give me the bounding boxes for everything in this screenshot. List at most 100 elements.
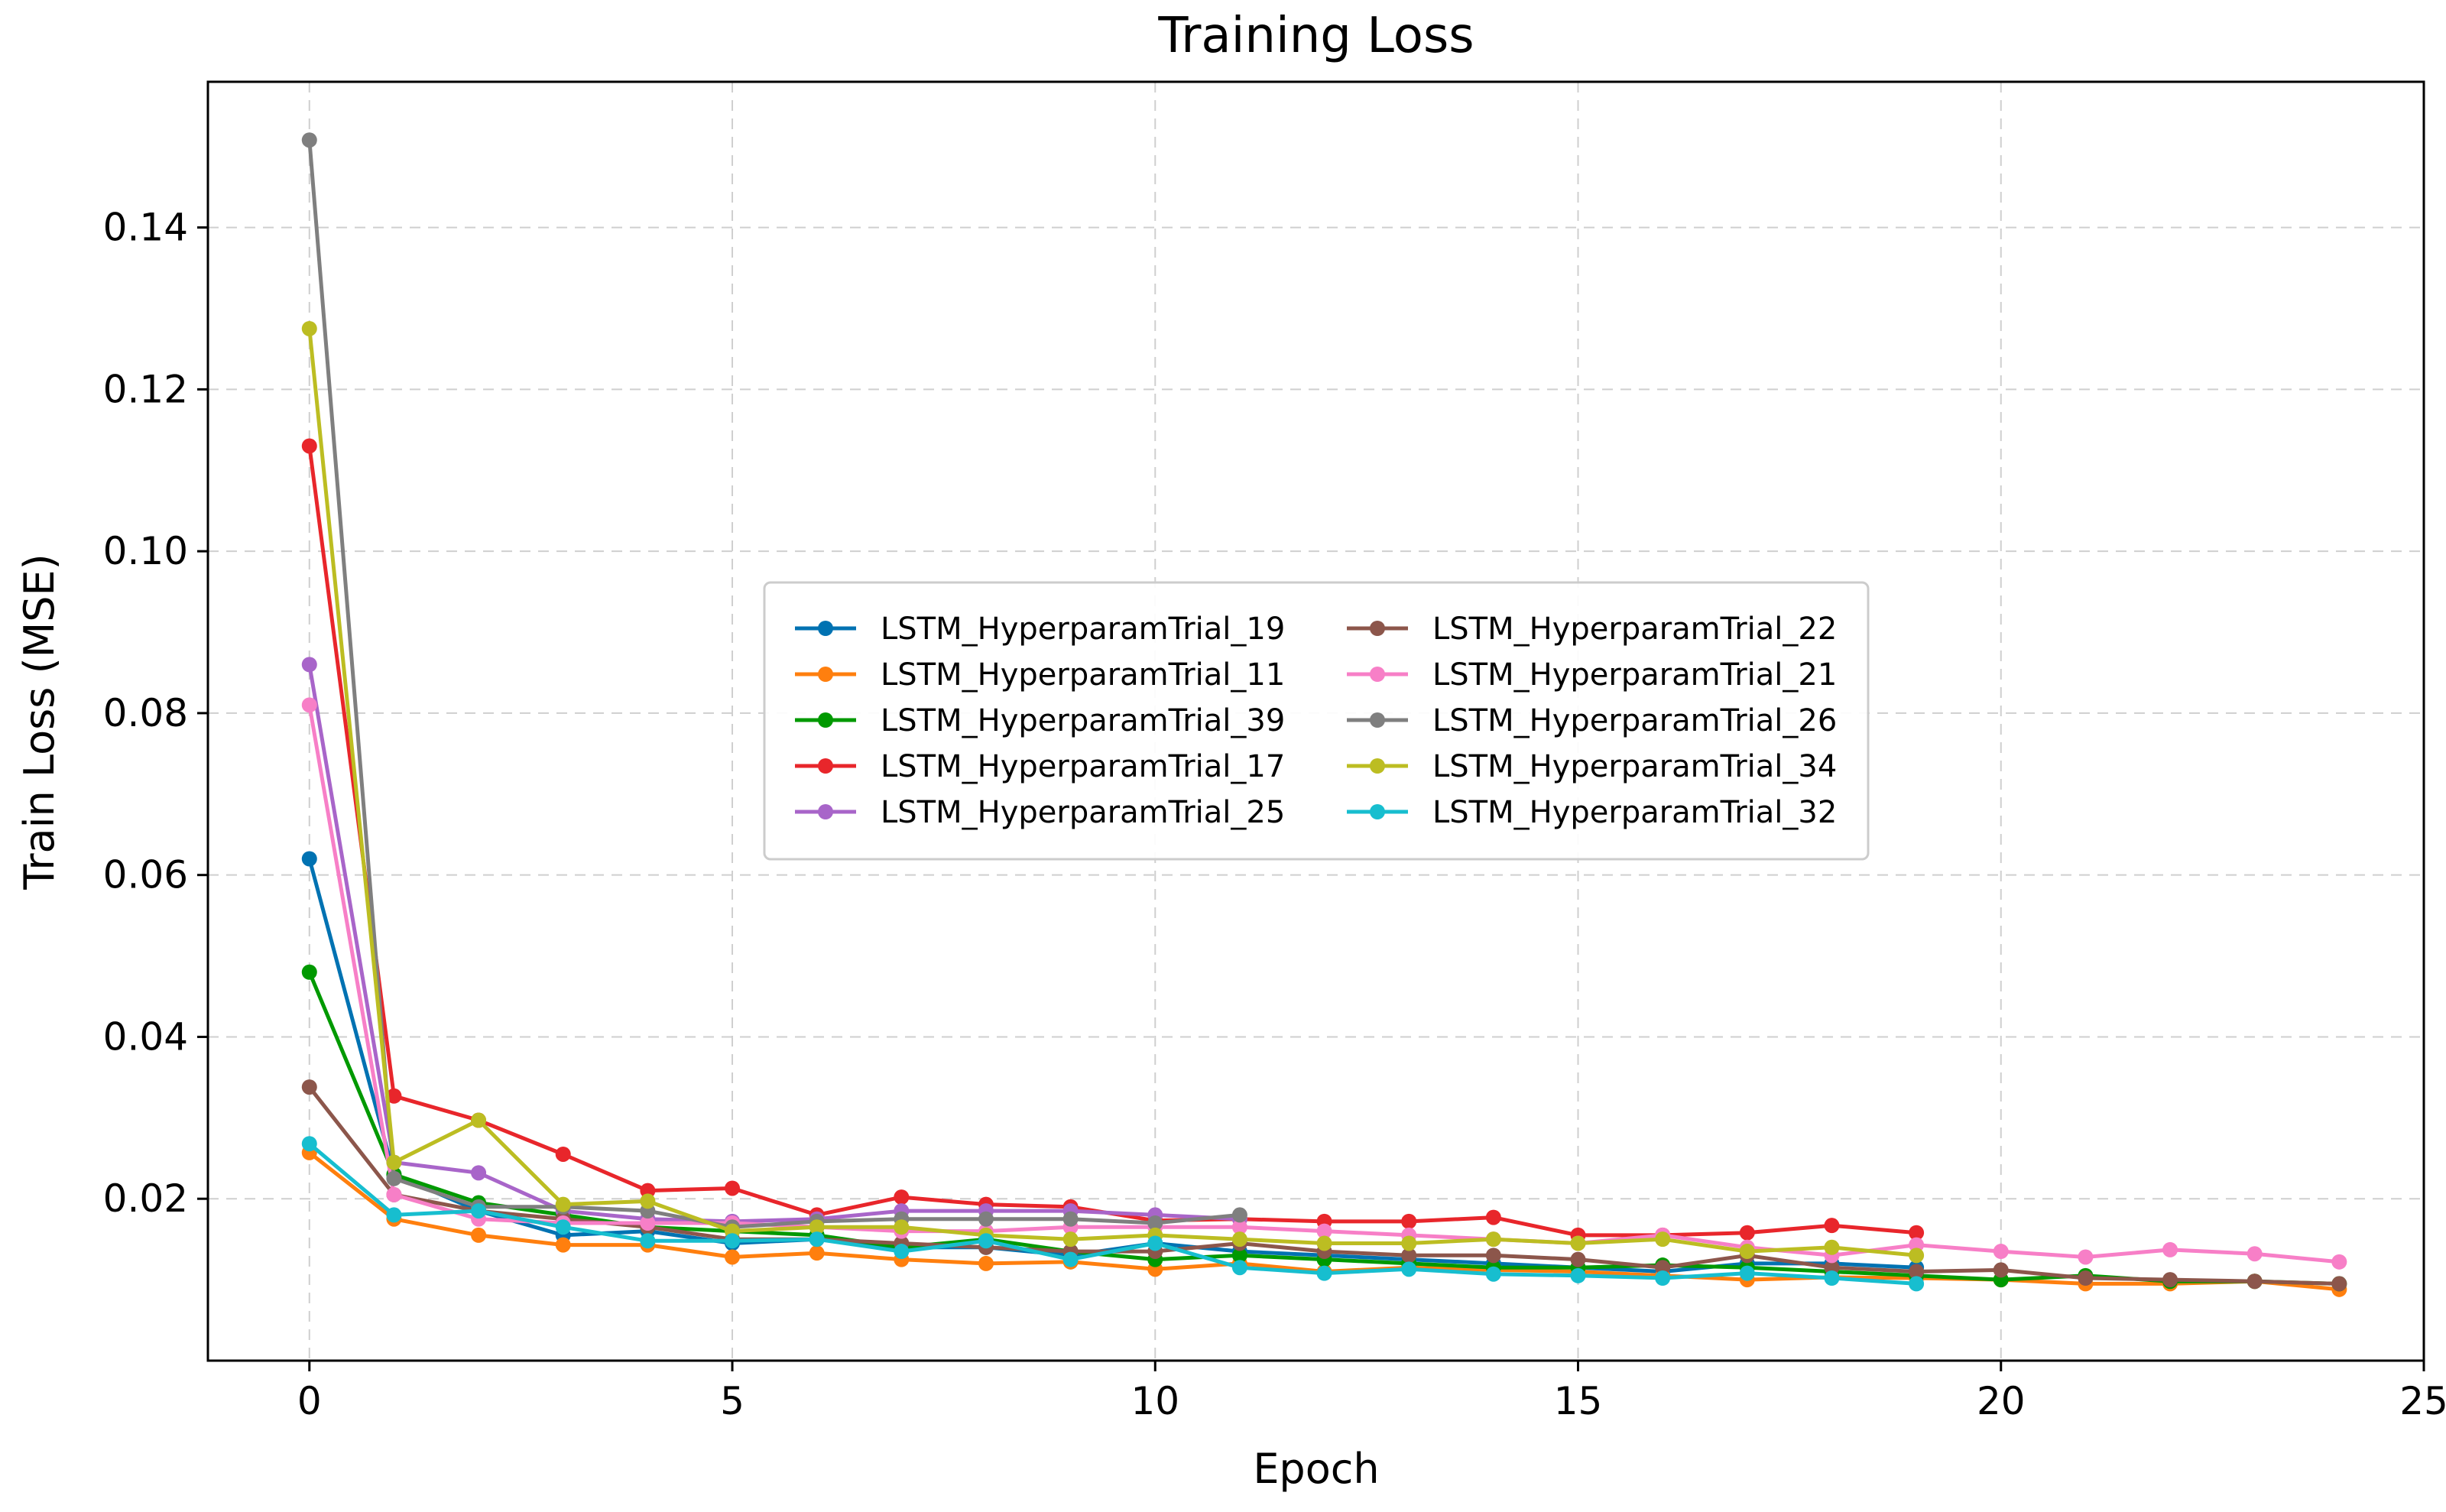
- series-line: [307, 139, 1241, 1229]
- data-point: [386, 1088, 402, 1104]
- data-point: [809, 1219, 825, 1235]
- legend-swatch-marker: [1370, 758, 1385, 774]
- data-point: [386, 1154, 402, 1170]
- data-point: [555, 1146, 571, 1162]
- data-point: [1485, 1248, 1501, 1264]
- data-point: [1655, 1260, 1671, 1276]
- data-point: [1824, 1260, 1840, 1276]
- legend-swatch-marker: [818, 621, 833, 636]
- legend-entry: LSTM_HyperparamTrial_26: [1347, 703, 1837, 738]
- data-point: [471, 1203, 487, 1219]
- data-point: [301, 657, 317, 673]
- y-tick-label: 0.02: [103, 1176, 188, 1221]
- x-axis-label: Epoch: [1253, 1445, 1379, 1493]
- y-tick-label: 0.12: [103, 367, 188, 411]
- series-line: [307, 328, 1917, 1257]
- data-point: [2331, 1276, 2347, 1292]
- data-point: [1570, 1251, 1586, 1267]
- data-point: [894, 1244, 910, 1260]
- chart-title: Training Loss: [1157, 8, 1474, 64]
- legend-entry: LSTM_HyperparamTrial_39: [795, 703, 1285, 738]
- data-point: [2162, 1241, 2178, 1257]
- data-point: [1485, 1266, 1501, 1282]
- legend: LSTM_HyperparamTrial_19 LSTM_HyperparamTr…: [763, 581, 1870, 861]
- legend-swatch-marker: [1370, 712, 1385, 728]
- data-point: [1485, 1231, 1501, 1248]
- data-point: [555, 1196, 571, 1212]
- data-point: [1401, 1248, 1417, 1264]
- x-tick-label: 20: [1977, 1379, 2026, 1423]
- legend-swatch-marker: [1370, 667, 1385, 682]
- data-point: [640, 1233, 656, 1249]
- legend-entry: LSTM_HyperparamTrial_11: [795, 657, 1285, 693]
- data-point: [1316, 1223, 1332, 1239]
- data-point: [1062, 1251, 1079, 1267]
- data-point: [471, 1165, 487, 1181]
- series-line: [307, 858, 1917, 1274]
- x-tick-label: 15: [1554, 1379, 1603, 1423]
- data-point: [1655, 1270, 1671, 1286]
- legend-label: LSTM_HyperparamTrial_32: [1432, 795, 1837, 830]
- legend-label: LSTM_HyperparamTrial_17: [881, 749, 1285, 784]
- data-point: [386, 1170, 402, 1186]
- data-point: [1909, 1225, 1925, 1241]
- data-point: [301, 132, 317, 148]
- legend-entry: LSTM_HyperparamTrial_19: [795, 612, 1285, 647]
- data-point: [1147, 1235, 1163, 1251]
- y-axis-label: Train Loss (MSE): [15, 553, 63, 890]
- legend-swatch-marker: [818, 804, 833, 819]
- data-point: [1231, 1231, 1247, 1248]
- data-point: [640, 1215, 656, 1231]
- data-point: [1739, 1265, 1755, 1281]
- y-tick-label: 0.10: [103, 529, 188, 573]
- data-point: [555, 1219, 571, 1235]
- data-point: [2331, 1254, 2347, 1270]
- data-point: [471, 1112, 487, 1128]
- data-point: [1909, 1248, 1925, 1264]
- legend-label: LSTM_HyperparamTrial_11: [881, 657, 1285, 693]
- data-point: [1739, 1225, 1755, 1241]
- x-tick-label: 0: [297, 1379, 322, 1423]
- data-point: [978, 1255, 994, 1271]
- legend-label: LSTM_HyperparamTrial_26: [1432, 703, 1837, 738]
- legend-entry: LSTM_HyperparamTrial_21: [1347, 657, 1837, 693]
- data-point: [2162, 1272, 2178, 1288]
- data-point: [725, 1233, 741, 1249]
- data-point: [640, 1193, 656, 1209]
- data-point: [1231, 1248, 1247, 1264]
- data-point: [1909, 1264, 1925, 1280]
- data-point: [301, 438, 317, 454]
- data-point: [894, 1189, 910, 1205]
- data-point: [1824, 1270, 1840, 1286]
- series-LSTM_HyperparamTrial_34: [301, 320, 1925, 1264]
- data-point: [1062, 1211, 1079, 1227]
- y-tick-label: 0.08: [103, 691, 188, 735]
- data-point: [1909, 1237, 1925, 1253]
- data-point: [978, 1233, 994, 1249]
- axes-ticks: 0 5 10 15 20 25 0.02 0.04 0.06 0.08 0.10 0.12 0.14: [103, 206, 2446, 1423]
- data-point: [301, 851, 317, 867]
- series-line: [307, 664, 1241, 1224]
- data-point: [1231, 1219, 1247, 1235]
- legend-swatch-marker: [818, 667, 833, 682]
- series-LSTM_HyperparamTrial_32: [301, 1136, 1925, 1292]
- series-layer: [301, 132, 2347, 1297]
- legend-swatch-marker: [818, 712, 833, 728]
- data-point: [1824, 1239, 1840, 1255]
- data-point: [1993, 1262, 2009, 1278]
- legend-label: LSTM_HyperparamTrial_34: [1432, 749, 1837, 784]
- legend-swatch-marker: [1370, 621, 1385, 636]
- data-point: [809, 1245, 825, 1261]
- legend-label: LSTM_HyperparamTrial_21: [1432, 657, 1837, 693]
- x-tick-label: 10: [1131, 1379, 1179, 1423]
- data-point: [555, 1237, 571, 1253]
- legend-swatch-marker: [1370, 804, 1385, 819]
- data-point: [386, 1207, 402, 1223]
- legend-label: LSTM_HyperparamTrial_22: [1432, 612, 1837, 647]
- legend-label: LSTM_HyperparamTrial_19: [881, 612, 1285, 647]
- data-point: [1655, 1231, 1671, 1248]
- x-tick-label: 25: [2399, 1379, 2446, 1423]
- data-point: [1231, 1207, 1247, 1223]
- legend-entry: LSTM_HyperparamTrial_25: [795, 795, 1285, 830]
